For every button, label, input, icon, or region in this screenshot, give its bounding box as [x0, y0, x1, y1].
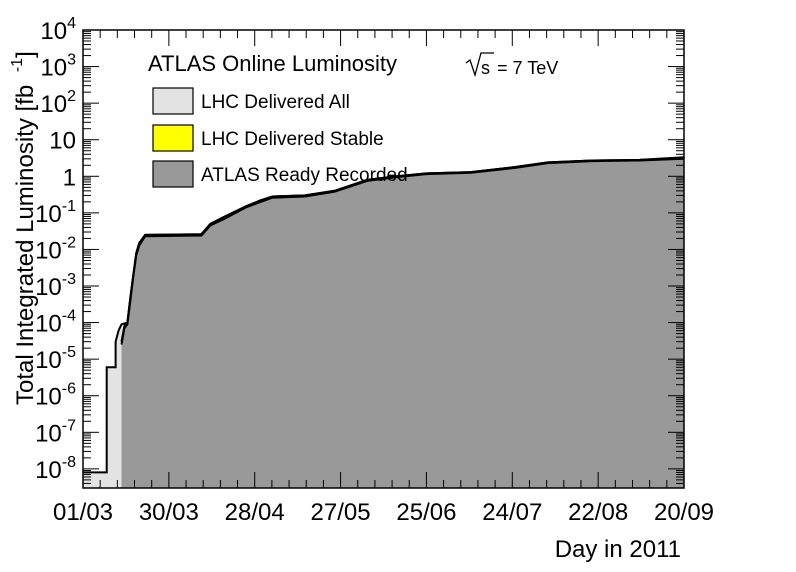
legend-swatch-ready-recorded [152, 160, 194, 188]
y-axis-title: Total Integrated Luminosity [fb -1] [9, 51, 39, 405]
series-layer [83, 156, 684, 488]
legend: ATLAS Online Luminosity s = 7 TeV LHC De… [148, 51, 558, 188]
y-axis-title-close: ] [12, 51, 39, 58]
series-2 [120, 157, 684, 488]
chart-title: ATLAS Online Luminosity [148, 51, 397, 76]
y-tick-label: 1 [63, 164, 76, 191]
sqrt-symbol [465, 52, 494, 78]
energy-symbol: s [481, 58, 490, 78]
y-tick-label: 10-6 [35, 381, 76, 411]
x-tick-label: 27/05 [311, 499, 371, 526]
y-tick-label: 102 [40, 88, 76, 118]
series-area-2 [121, 158, 684, 488]
y-tick-label: 104 [40, 15, 76, 45]
plot-frame [82, 29, 685, 489]
y-axis-title-text: Total Integrated Luminosity [fb [12, 85, 39, 405]
y-tick-label: 10-5 [35, 344, 76, 374]
y-axis-title-unit: -1 [9, 58, 26, 72]
y-tick-label: 103 [40, 52, 76, 82]
legend-label-ready-recorded: ATLAS Ready Recorded [201, 165, 408, 186]
x-tick-label: 28/04 [225, 499, 285, 526]
y-tick-label: 10-4 [35, 308, 76, 338]
y-tick-label: 10-8 [35, 454, 76, 484]
legend-label-delivered-all: LHC Delivered All [201, 92, 350, 113]
legend-swatch-delivered-stable [152, 124, 194, 152]
x-tick-label: 30/03 [139, 499, 199, 526]
x-tick-label: 25/06 [396, 499, 456, 526]
x-tick-label: 01/03 [53, 499, 113, 526]
x-tick-label: 20/09 [654, 499, 714, 526]
x-axis-ticks: 01/03 30/03 28/04 27/05 25/06 24/07 22/08 20/09 [53, 30, 714, 526]
y-tick-label: 10 [49, 128, 76, 155]
y-tick-label: 10-1 [35, 198, 76, 228]
y-tick-label: 10-2 [35, 234, 76, 264]
series-line-2 [120, 157, 684, 345]
x-tick-label: 22/08 [568, 499, 628, 526]
svg-text:Total Integrated Luminosity [f: Total Integrated Luminosity [fb -1] [9, 51, 39, 405]
y-axis-title-gap [12, 72, 39, 79]
plot-area [83, 156, 684, 488]
energy-annotation: s = 7 TeV [465, 52, 558, 78]
legend-swatch-delivered-all [152, 87, 194, 115]
legend-label-delivered-stable: LHC Delivered Stable [201, 129, 384, 150]
x-tick-label: 24/07 [482, 499, 542, 526]
x-axis-title: Day in 2011 [555, 536, 681, 563]
y-axis-ticks: 10-8 10-7 10-6 10-5 10-4 10-3 10-2 10-1 1 10 102 10… [35, 15, 684, 489]
y-tick-label: 10-7 [35, 417, 76, 447]
y-tick-label: 10-3 [35, 271, 76, 301]
energy-value: = 7 TeV [497, 58, 558, 78]
